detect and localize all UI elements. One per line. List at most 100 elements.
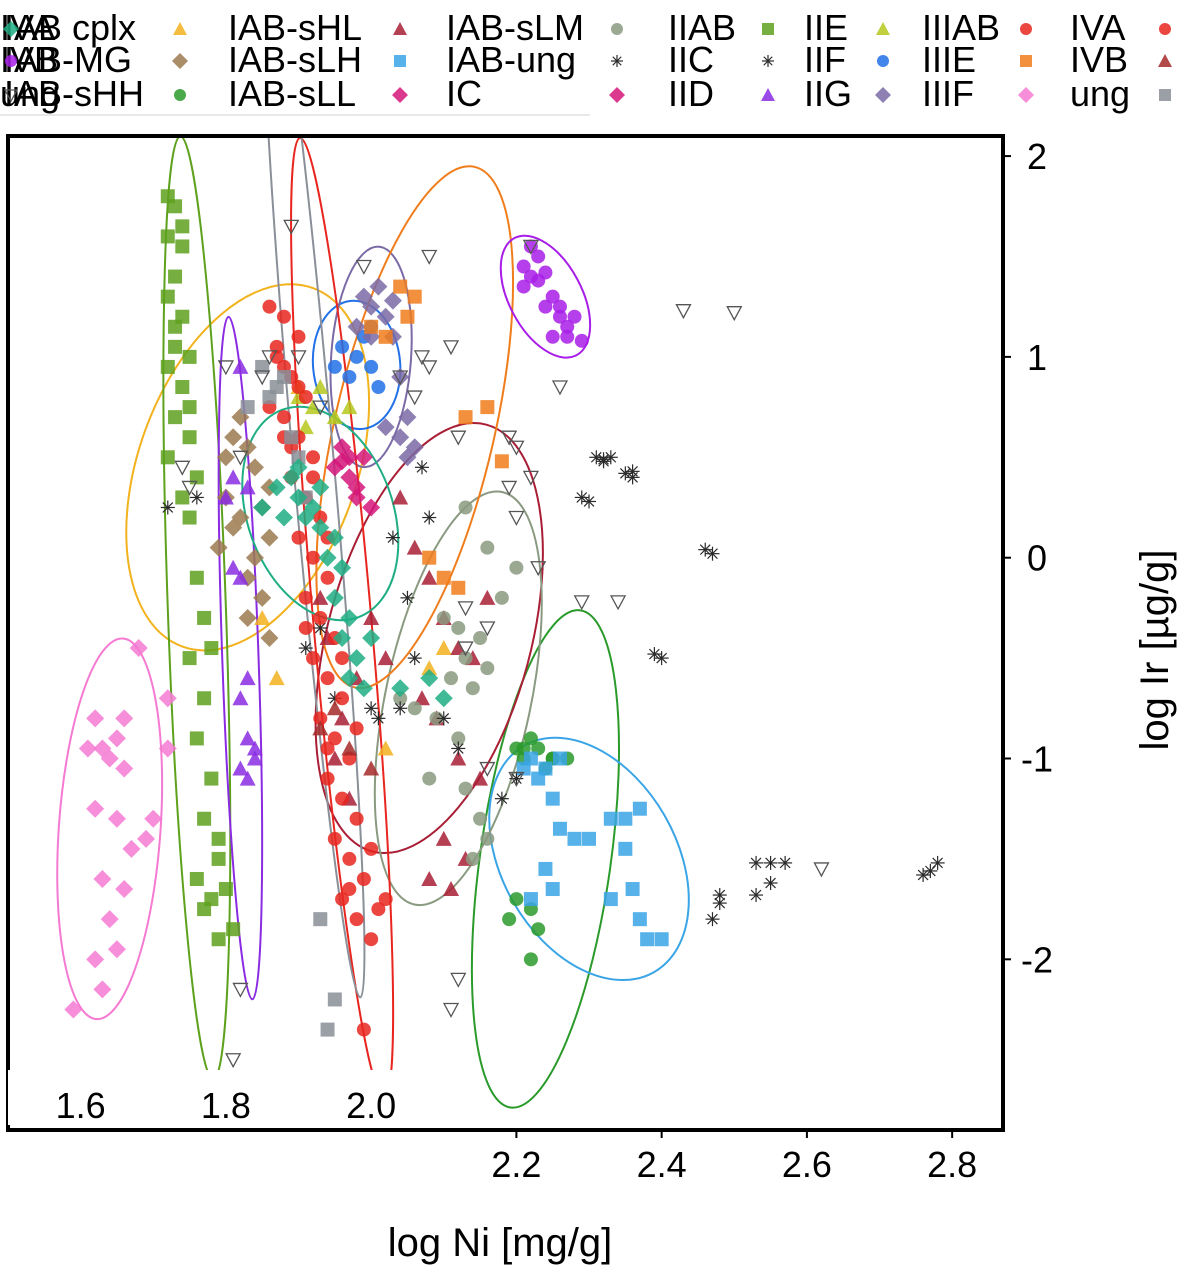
point-ung: [283, 219, 300, 235]
point-iiie: [378, 329, 393, 344]
point-iva: [296, 508, 315, 527]
point-iab-shl: [413, 690, 430, 706]
point-ivb: [567, 309, 582, 324]
point-ung: [313, 912, 328, 927]
point-iiab: [197, 691, 212, 706]
point-iiif: [144, 809, 163, 828]
point-iif: [364, 359, 379, 374]
point-iiiab: [320, 671, 335, 686]
point-iab-ung: [451, 741, 466, 756]
legend-item-ung: ung: [1070, 76, 1130, 112]
point-ung: [508, 510, 525, 526]
point-iab-slm: [451, 731, 466, 746]
point-iab-slm: [494, 590, 509, 605]
legend-label: IIG: [804, 73, 853, 114]
point-iiie: [458, 410, 473, 425]
point-iab-shl: [392, 489, 409, 505]
point-iiab: [211, 932, 226, 947]
point-iva: [311, 478, 330, 497]
legend-marker-iab-sll: [392, 87, 408, 103]
point-iab-shh: [523, 731, 538, 746]
point-ung: [508, 440, 525, 456]
point-ung: [232, 450, 249, 466]
legend-label: IAB-sLL: [228, 73, 357, 114]
point-iab-slh: [618, 811, 633, 826]
point-iiif: [86, 709, 105, 728]
point-iab-sll: [347, 478, 366, 497]
point-iiiab: [335, 791, 350, 806]
point-iig: [383, 291, 402, 310]
y-tick-label: 2: [1027, 136, 1047, 177]
point-iiie: [422, 550, 437, 565]
point-iab-slh: [603, 811, 618, 826]
chart-legend: IAB cplx IAB-MG IAB-sHH IAB-sHL IAB-sLH IAB-s…: [0, 0, 1186, 120]
point-iab-slm: [465, 681, 480, 696]
legend-symbol-iiiab: [1020, 23, 1032, 35]
legend-marker-iab-slh: [394, 55, 406, 67]
legend-symbol-ivb: [5, 55, 17, 67]
point-ung: [413, 350, 431, 366]
point-iab-slm: [458, 651, 473, 666]
point-iab-slm: [480, 540, 495, 555]
point-iva: [306, 470, 321, 485]
point-iiif: [158, 739, 177, 758]
point-iiie: [364, 319, 379, 334]
legend-symbol-iab-shl: [393, 22, 407, 35]
legend-marker-iig: [875, 87, 891, 103]
legend-item-iva: IVA: [1070, 10, 1125, 46]
point-iab-mg: [238, 438, 257, 457]
point-iif: [342, 369, 357, 384]
point-ung: [530, 561, 547, 577]
point-iiab: [204, 771, 219, 786]
legend-label: IIAB: [668, 7, 737, 48]
point-iab-ung: [298, 641, 313, 656]
point-iiiab: [306, 651, 321, 666]
point-iab-slh: [538, 861, 553, 876]
point-iab-mg: [238, 608, 257, 627]
point-ivb: [341, 740, 358, 756]
point-ung: [442, 340, 460, 356]
point-ivb: [552, 299, 567, 314]
point-ung: [327, 992, 342, 1007]
ellipse-iiab: [162, 136, 232, 1081]
point-iig: [398, 408, 417, 427]
point-iab-mg: [260, 528, 279, 547]
point-iab-shl: [435, 830, 452, 846]
point-iiiab: [313, 510, 328, 525]
point-iie: [312, 379, 329, 395]
x-axis-ticks: 1.6 1.8 2.0 2.2 2.4 2.6 2.8: [56, 1085, 978, 1185]
point-iiie: [480, 400, 495, 415]
legend-label: IIC: [668, 39, 715, 80]
point-iiab: [197, 610, 212, 625]
legend-marker-ivb: [1158, 54, 1172, 67]
ellipse-iab-cplx: [125, 283, 371, 652]
point-ivb: [545, 289, 560, 304]
point-iab-cplx: [377, 740, 394, 756]
legend-marker-iab-ung: [611, 55, 623, 67]
point-iiab: [182, 400, 197, 415]
point-ivb: [560, 319, 575, 334]
legend-symbol-ic: [609, 87, 625, 103]
point-iiab: [168, 339, 183, 354]
point-iva: [311, 518, 330, 537]
point-iab-slh: [618, 841, 633, 856]
point-iiab: [168, 269, 183, 284]
y-tick-label: -2: [1021, 939, 1053, 980]
point-iiiab: [335, 691, 350, 706]
point-iiiab: [298, 590, 313, 605]
point-iiif: [122, 839, 141, 858]
point-iiiab: [276, 309, 291, 324]
x-axis-title: log Ni [mg/g]: [388, 1221, 613, 1265]
legend-item-iid: IID: [668, 76, 714, 112]
legend-marker-iie: [876, 22, 890, 35]
point-iiab: [182, 430, 197, 445]
point-iig: [376, 418, 395, 437]
ellipse-iiie: [315, 165, 515, 690]
legend-item-ivb: IVB: [1070, 42, 1128, 78]
point-iic: [625, 464, 640, 479]
legend-symbol-iiie: [1020, 55, 1032, 67]
point-ung: [421, 360, 438, 376]
point-iva: [340, 669, 359, 688]
x-tick-label: 2.4: [637, 1144, 687, 1185]
point-iab-shl: [377, 650, 394, 666]
